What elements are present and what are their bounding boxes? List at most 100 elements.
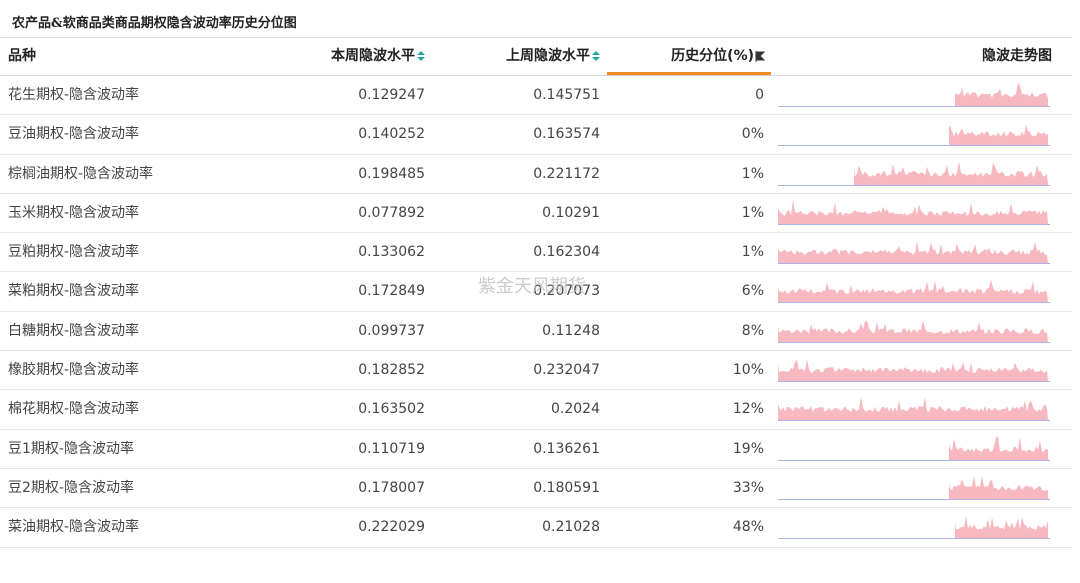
table-body: 花生期权-隐含波动率 0.129247 0.145751 0 豆油期权-隐含波动率 0.1… <box>0 76 1072 548</box>
column-label: 品种 <box>8 48 36 64</box>
table-row[interactable]: 花生期权-隐含波动率 0.129247 0.145751 0 <box>0 76 1072 116</box>
sparkline-area <box>949 124 1048 146</box>
historical-percentile: 1% <box>741 244 764 261</box>
column-header-current[interactable]: 本周隐波水平 <box>331 38 425 75</box>
current-iv: 0.198485 <box>358 165 425 182</box>
previous-iv: 0.145751 <box>533 87 600 103</box>
previous-iv: 0.162304 <box>533 244 600 261</box>
historical-percentile: 33% <box>732 479 764 496</box>
column-header-trend: 隐波走势图 <box>982 38 1052 75</box>
iv-trend-sparkline <box>778 320 1050 343</box>
previous-iv: 0.136261 <box>533 440 600 457</box>
current-iv: 0.099737 <box>358 322 425 339</box>
previous-iv: 0.21028 <box>542 519 600 536</box>
table-row[interactable]: 白糖期权-隐含波动率 0.099737 0.11248 8% <box>0 312 1072 352</box>
historical-percentile: 1% <box>741 165 764 182</box>
variety-name: 玉米期权-隐含波动率 <box>8 204 140 221</box>
table-row[interactable]: 豆1期权-隐含波动率 0.110719 0.136261 19% <box>0 430 1072 469</box>
variety-name: 豆油期权-隐含波动率 <box>8 126 140 143</box>
iv-trend-sparkline <box>778 279 1050 304</box>
table-header: 品种 本周隐波水平 上周隐波水平 历史分位(%) 隐波走势图 <box>0 37 1072 76</box>
iv-trend-sparkline <box>778 397 1050 422</box>
variety-name: 棕榈油期权-隐含波动率 <box>8 165 154 182</box>
sort-icon[interactable] <box>417 51 425 61</box>
table-row[interactable]: 菜油期权-隐含波动率 0.222029 0.21028 48% <box>0 508 1072 548</box>
previous-iv: 0.232047 <box>533 362 600 379</box>
table-row[interactable]: 豆2期权-隐含波动率 0.178007 0.180591 33% <box>0 469 1072 509</box>
variety-name: 橡胶期权-隐含波动率 <box>8 362 140 379</box>
table-row[interactable]: 菜粕期权-隐含波动率 0.172849 0.207073 6% <box>0 272 1072 312</box>
current-iv: 0.110719 <box>358 440 425 457</box>
iv-trend-sparkline <box>778 359 1050 383</box>
column-label: 隐波走势图 <box>982 48 1052 64</box>
table-row[interactable]: 棉花期权-隐含波动率 0.163502 0.2024 12% <box>0 390 1072 430</box>
current-iv: 0.172849 <box>358 283 425 300</box>
variety-name: 白糖期权-隐含波动率 <box>8 322 140 339</box>
historical-percentile: 6% <box>741 283 764 300</box>
iv-trend-sparkline <box>778 475 1050 500</box>
previous-iv: 0.180591 <box>533 479 600 496</box>
sparkline-area <box>778 359 1048 382</box>
previous-iv: 0.10291 <box>542 204 600 221</box>
column-label: 本周隐波水平 <box>331 48 415 64</box>
sparkline-area <box>949 435 1048 460</box>
table-row[interactable]: 豆油期权-隐含波动率 0.140252 0.163574 0% <box>0 115 1072 155</box>
historical-percentile: 8% <box>741 322 764 339</box>
column-header-percentile[interactable]: 历史分位(%) <box>607 38 771 75</box>
column-header-name: 品种 <box>8 38 36 75</box>
page-title: 农产品&软商品类商品期权隐含波动率历史分位图 <box>12 16 297 31</box>
current-iv: 0.163502 <box>358 401 425 418</box>
sparkline-area <box>778 397 1048 421</box>
variety-name: 豆1期权-隐含波动率 <box>8 440 134 457</box>
table-row[interactable]: 橡胶期权-隐含波动率 0.182852 0.232047 10% <box>0 351 1072 391</box>
table-row[interactable]: 棕榈油期权-隐含波动率 0.198485 0.221172 1% <box>0 155 1072 194</box>
sort-desc-flag-icon[interactable] <box>755 50 765 62</box>
column-label: 历史分位(%) <box>671 48 754 64</box>
current-iv: 0.133062 <box>358 244 425 261</box>
variety-name: 豆2期权-隐含波动率 <box>8 479 134 496</box>
current-iv: 0.129247 <box>358 87 425 103</box>
sparkline-area <box>955 516 1048 539</box>
column-label: 上周隐波水平 <box>506 48 590 64</box>
historical-percentile: 48% <box>732 519 764 536</box>
sparkline-area <box>949 475 1048 499</box>
previous-iv: 0.11248 <box>542 322 600 339</box>
variety-name: 菜粕期权-隐含波动率 <box>8 283 140 300</box>
historical-percentile: 1% <box>741 204 764 221</box>
sparkline-area <box>778 241 1048 264</box>
sparkline-area <box>778 279 1048 303</box>
table-row[interactable]: 玉米期权-隐含波动率 0.077892 0.10291 1% <box>0 194 1072 234</box>
table-row[interactable]: 豆粕期权-隐含波动率 0.133062 0.162304 1% <box>0 233 1072 273</box>
historical-percentile: 0% <box>741 126 764 143</box>
iv-trend-sparkline <box>778 435 1050 461</box>
variety-name: 花生期权-隐含波动率 <box>8 87 140 103</box>
previous-iv: 0.221172 <box>533 165 600 182</box>
historical-percentile: 12% <box>732 401 764 418</box>
iv-trend-sparkline <box>778 83 1050 107</box>
iv-trend-sparkline <box>778 199 1050 225</box>
variety-name: 豆粕期权-隐含波动率 <box>8 244 140 261</box>
current-iv: 0.222029 <box>358 519 425 536</box>
column-header-previous[interactable]: 上周隐波水平 <box>506 38 600 75</box>
current-iv: 0.182852 <box>358 362 425 379</box>
previous-iv: 0.2024 <box>551 401 600 418</box>
current-iv: 0.140252 <box>358 126 425 143</box>
current-iv: 0.178007 <box>358 479 425 496</box>
iv-trend-sparkline <box>778 124 1050 147</box>
sparkline-area <box>778 320 1048 342</box>
sort-icon[interactable] <box>592 51 600 61</box>
variety-name: 棉花期权-隐含波动率 <box>8 401 140 418</box>
iv-trend-sparkline <box>778 160 1050 186</box>
sparkline-area <box>955 83 1048 106</box>
historical-percentile: 10% <box>732 362 764 379</box>
sparkline-area <box>854 160 1048 185</box>
historical-percentile: 19% <box>732 440 764 457</box>
previous-iv: 0.207073 <box>533 283 600 300</box>
historical-percentile: 0 <box>755 87 764 103</box>
sparkline-area <box>778 199 1048 224</box>
volatility-table: 品种 本周隐波水平 上周隐波水平 历史分位(%) 隐波走势图 花生期权-隐含波动… <box>0 37 1072 548</box>
previous-iv: 0.163574 <box>533 126 600 143</box>
variety-name: 菜油期权-隐含波动率 <box>8 519 140 536</box>
current-iv: 0.077892 <box>358 204 425 221</box>
iv-trend-sparkline <box>778 516 1050 540</box>
